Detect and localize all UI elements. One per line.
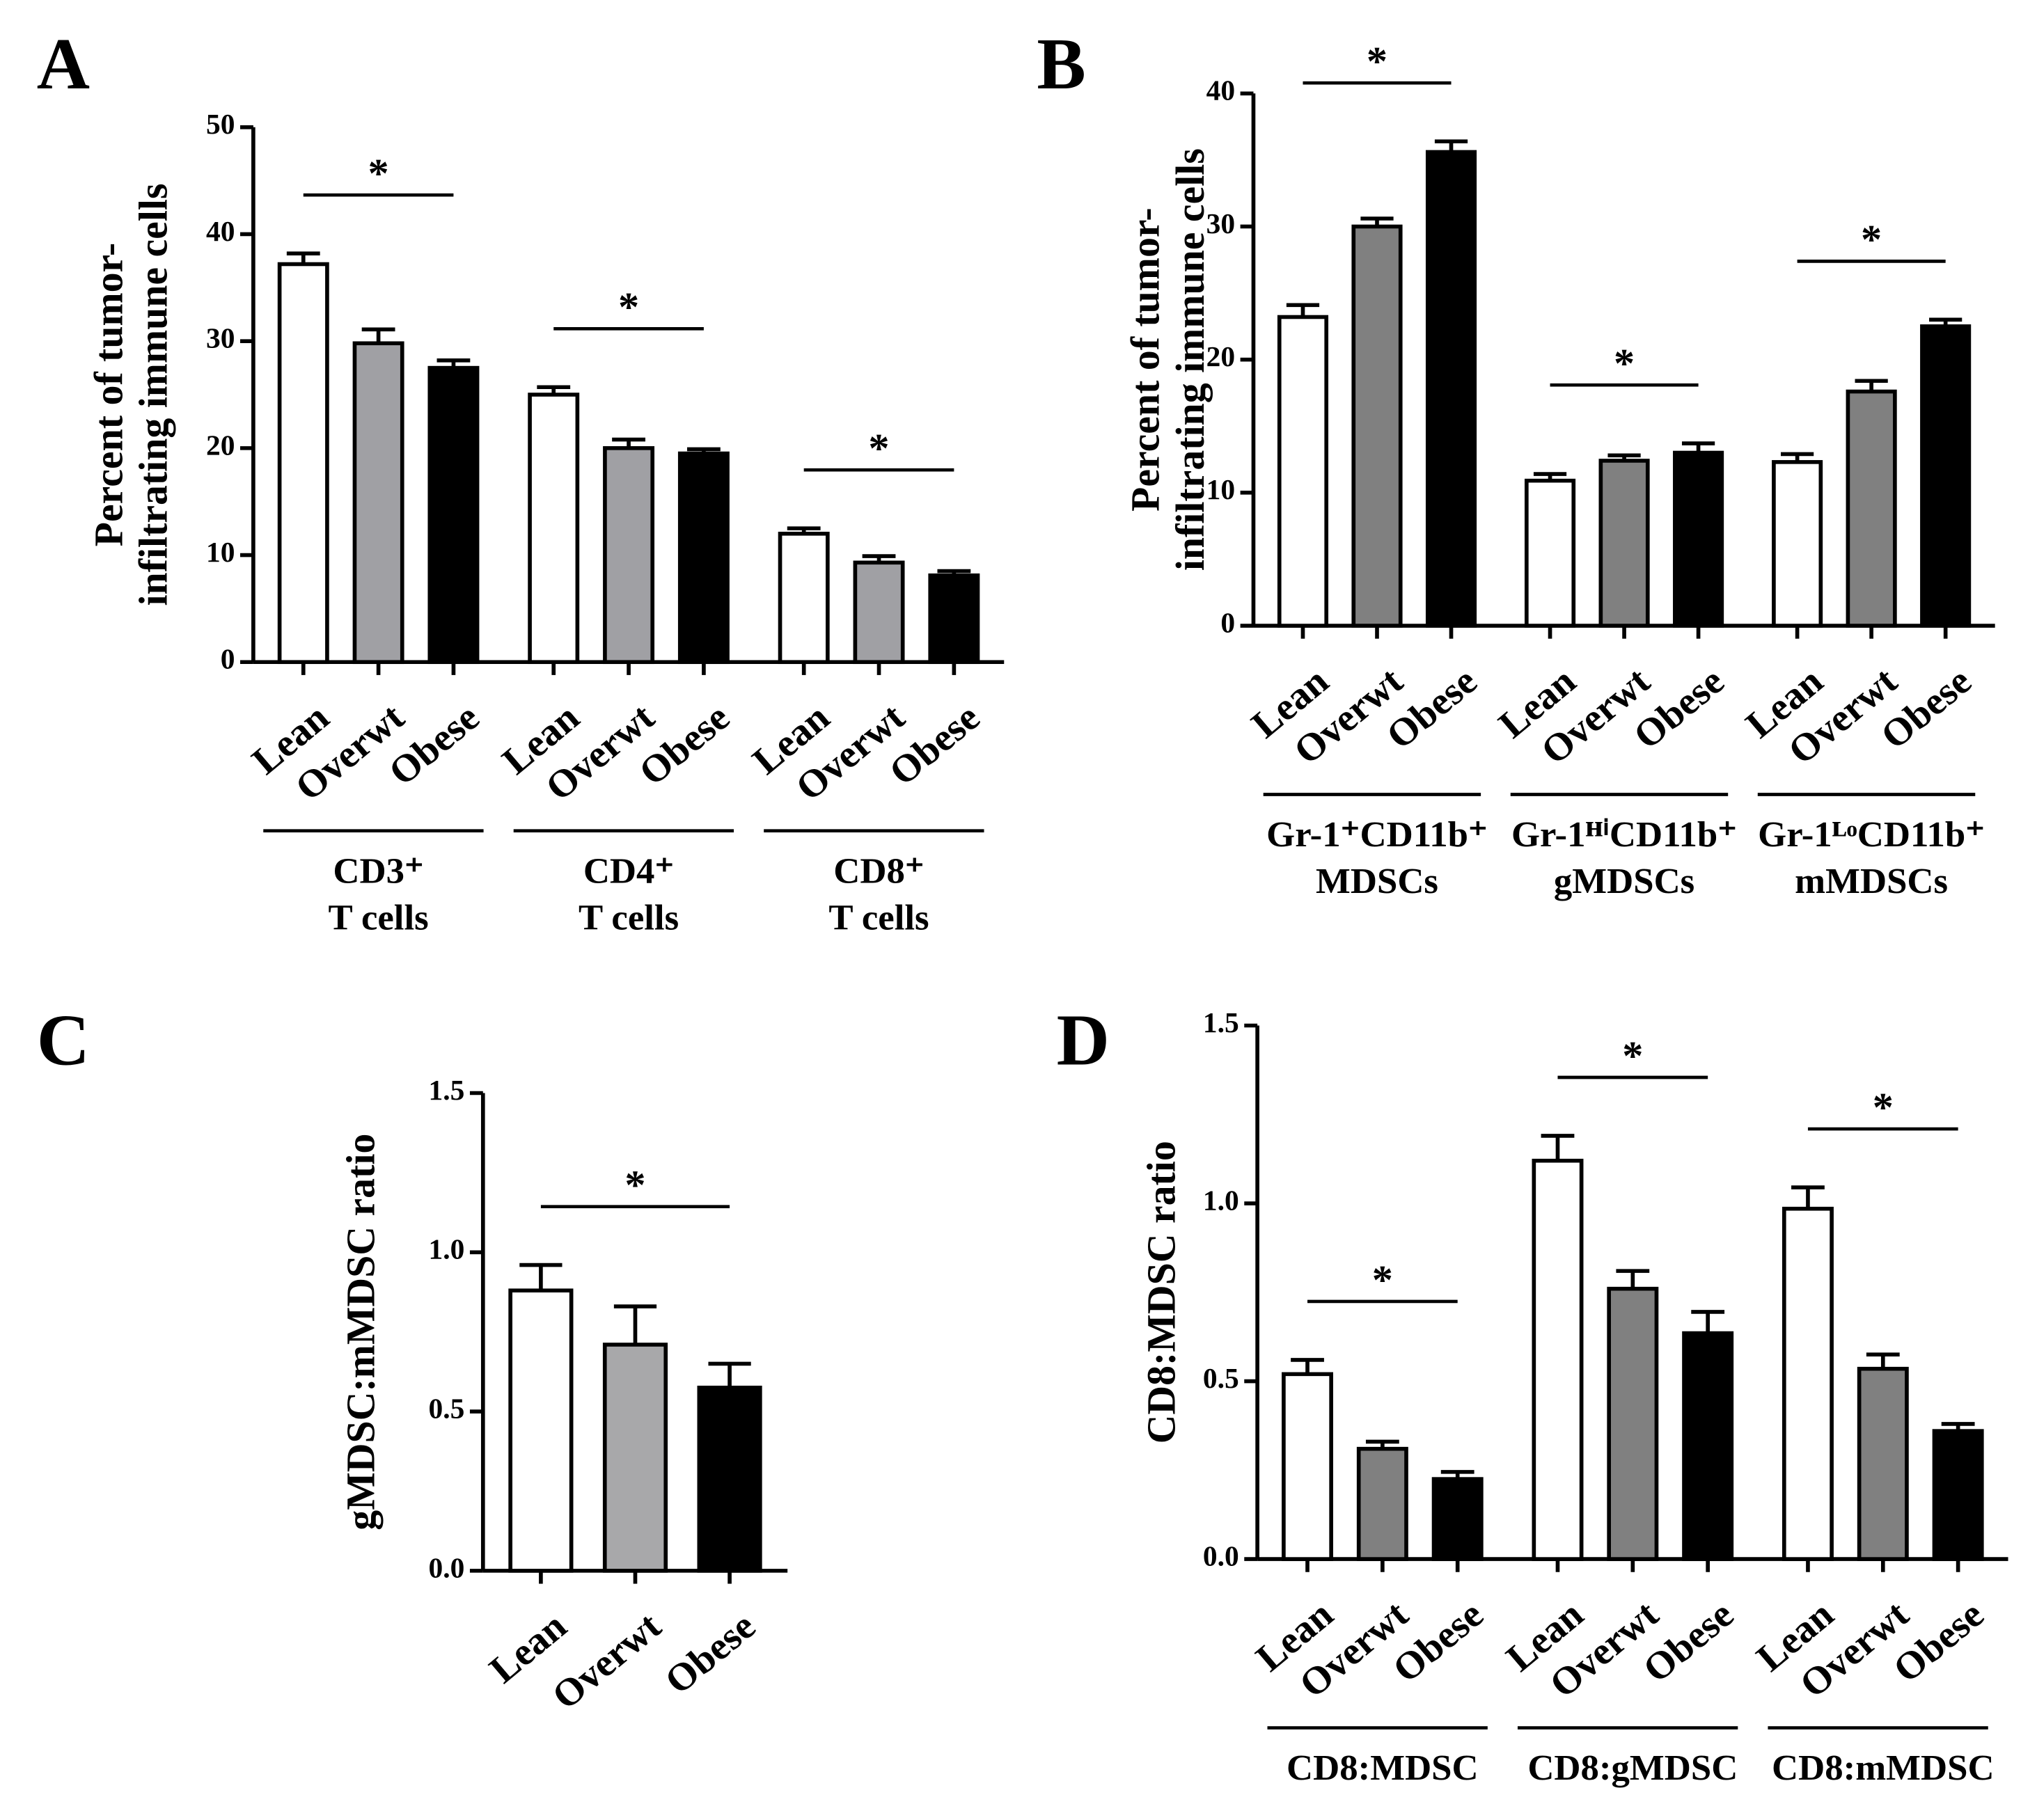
bar: [528, 393, 580, 665]
y-tick-label: 1.0: [1203, 1185, 1239, 1217]
significance-star: *: [1372, 1257, 1393, 1303]
x-tick-label: Obese: [657, 1604, 764, 1702]
bar: [277, 262, 329, 665]
bar: [1607, 1286, 1659, 1561]
bar: [1846, 389, 1897, 628]
bar: [508, 1288, 574, 1573]
panel: A 0 10 20 30 40 50 Percent of tumor-infiltratin…: [37, 23, 1005, 938]
group-label: T cells: [579, 898, 679, 938]
y-axis-label: infiltrating immune cells: [1167, 148, 1213, 571]
panel-letter: C: [37, 999, 90, 1080]
bar: [1682, 1331, 1734, 1561]
group-label: CD8:gMDSC: [1527, 1748, 1738, 1788]
group-label: CD4⁺: [583, 851, 674, 892]
bar: [853, 560, 905, 665]
y-tick-label: 1.0: [429, 1233, 465, 1265]
y-tick-label: 30: [1206, 207, 1235, 239]
y-axis-label: CD8:MDSC ratio: [1138, 1141, 1183, 1443]
y-tick-label: 50: [206, 108, 235, 140]
y-axis-label: gMDSC:mMDSC ratio: [338, 1134, 383, 1530]
panel-letter: D: [1057, 999, 1110, 1080]
bar: [1857, 1366, 1909, 1561]
bar: [1920, 324, 1972, 628]
bar: [352, 341, 404, 665]
y-tick-label: 20: [1206, 340, 1235, 372]
bar: [1524, 478, 1576, 628]
y-tick-label: 0: [221, 643, 235, 675]
y-tick-label: 40: [206, 215, 235, 247]
significance-star: *: [368, 150, 389, 196]
y-tick-label: 0.0: [429, 1551, 465, 1583]
x-tick-label: Overwt: [544, 1604, 670, 1718]
bar: [1351, 224, 1403, 628]
bar: [778, 532, 830, 665]
group-label: gMDSCs: [1554, 862, 1694, 902]
group-label: T cells: [828, 898, 929, 938]
y-tick-label: 0: [1220, 607, 1235, 639]
bar: [677, 451, 730, 665]
group-label: CD3⁺: [333, 851, 423, 892]
bar: [1431, 1477, 1484, 1561]
bar: [1673, 450, 1724, 628]
bar: [1356, 1446, 1408, 1561]
bar: [1932, 1429, 1984, 1561]
bar: [427, 365, 480, 665]
bar: [1772, 460, 1823, 628]
bar: [1282, 1372, 1333, 1561]
y-axis-label: Percent of tumor-: [86, 243, 131, 547]
group-label: Gr-1ᴴⁱCD11b⁺: [1511, 814, 1737, 855]
y-axis-label: Percent of tumor-: [1122, 207, 1167, 512]
y-axis-label: infiltrating immune cells: [130, 184, 175, 606]
group-label: CD8:MDSC: [1287, 1748, 1479, 1788]
group-label: mMDSCs: [1795, 862, 1948, 902]
bar: [603, 446, 655, 665]
y-tick-label: 0.5: [1203, 1362, 1239, 1394]
significance-star: *: [868, 425, 889, 471]
panel-letter: B: [1037, 23, 1085, 104]
y-tick-label: 1.5: [1203, 1006, 1239, 1038]
y-tick-label: 30: [206, 322, 235, 354]
bar: [697, 1385, 762, 1573]
panel-letter: A: [37, 23, 90, 104]
significance-star: *: [1861, 216, 1882, 262]
significance-star: *: [1622, 1033, 1643, 1079]
significance-star: *: [624, 1162, 645, 1208]
group-label: Gr-1⁺CD11b⁺: [1266, 814, 1488, 855]
y-tick-label: 40: [1206, 74, 1235, 106]
bar: [1425, 150, 1477, 628]
bar: [1598, 459, 1650, 628]
significance-star: *: [1367, 38, 1387, 84]
bar: [602, 1343, 668, 1573]
y-tick-label: 0.5: [429, 1393, 465, 1425]
panel: B 0 10 20 30 40 Percent of tumor-infiltrating …: [1037, 23, 1995, 901]
y-tick-label: 1.5: [429, 1074, 465, 1106]
group-label: Gr-1ᴸᵒCD11b⁺: [1758, 814, 1985, 855]
bar: [1277, 315, 1329, 628]
group-label: MDSCs: [1316, 862, 1438, 902]
y-tick-label: 10: [1206, 473, 1235, 505]
y-tick-label: 0.0: [1203, 1540, 1239, 1572]
bar: [928, 573, 980, 665]
significance-star: *: [1614, 340, 1635, 386]
bar: [1782, 1206, 1834, 1561]
group-label: CD8⁺: [833, 851, 924, 892]
significance-star: *: [618, 284, 639, 330]
y-tick-label: 10: [206, 536, 235, 568]
y-tick-label: 20: [206, 429, 235, 461]
group-label: T cells: [329, 898, 429, 938]
group-label: CD8:mMDSC: [1772, 1748, 1995, 1788]
significance-star: *: [1873, 1084, 1894, 1130]
bar: [1532, 1158, 1584, 1561]
